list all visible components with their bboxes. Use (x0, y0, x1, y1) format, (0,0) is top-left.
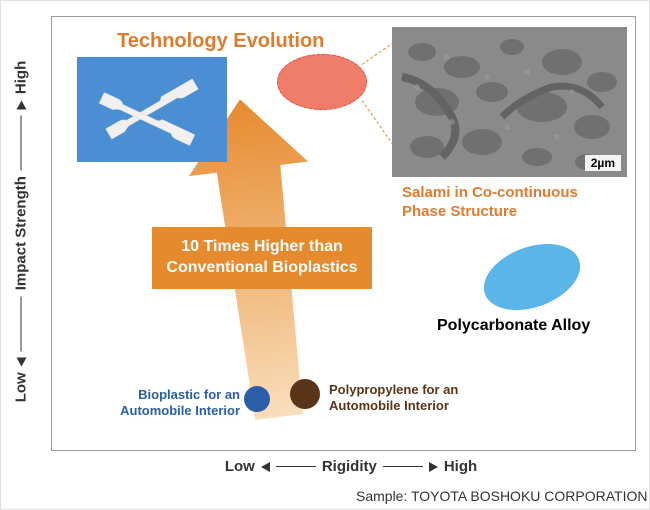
arrow-left-icon (16, 357, 26, 366)
sem-microstructure-image: 2µm (392, 27, 627, 177)
arrow-right-icon (16, 100, 26, 109)
tensile-sample-image (77, 57, 227, 162)
x-low: Low (225, 458, 255, 475)
y-axis-label: Low Impact Strength High (13, 22, 30, 442)
polypropylene-dot (290, 379, 320, 409)
bioplastic-line2: Automobile Interior (120, 403, 240, 418)
callout-10x: 10 Times Higher than Conventional Biopla… (152, 227, 372, 289)
phase-line2: Phase Structure (402, 203, 517, 220)
title-technology-evolution: Technology Evolution (117, 30, 324, 53)
x-axis-label: Low Rigidity High (201, 458, 501, 475)
polypropylene-label: Polypropylene for an Automobile Interior (329, 382, 458, 415)
bioplastic-dot (244, 386, 270, 412)
sem-scale-label: 2µm (585, 155, 621, 171)
phase-structure-label: Salami in Co-continuous Phase Structure (402, 184, 578, 222)
arrow-right-icon (429, 462, 438, 472)
bioplastic-label: Bioplastic for an Automobile Interior (80, 387, 240, 420)
axis-line (20, 115, 22, 170)
axis-line (20, 296, 22, 351)
polycarbonate-label: Polycarbonate Alloy (437, 317, 590, 335)
x-high: High (444, 458, 477, 475)
tech-evolution-ellipse (277, 54, 367, 110)
axis-line (276, 466, 316, 468)
pp-line2: Automobile Interior (329, 398, 449, 413)
callout-line2: Conventional Bioplastics (166, 259, 357, 276)
outer-frame: Technology Evolution (0, 0, 650, 510)
x-label-text: Rigidity (322, 458, 377, 475)
bioplastic-line1: Bioplastic for an (138, 387, 240, 402)
plot-area: Technology Evolution (51, 16, 636, 451)
credit-text: Sample: TOYOTA BOSHOKU CORPORATION (356, 488, 647, 504)
phase-line1: Salami in Co-continuous (402, 184, 578, 201)
arrow-left-icon (261, 462, 270, 472)
callout-line1: 10 Times Higher than (181, 238, 343, 255)
y-label-text: Impact Strength (13, 176, 30, 290)
y-low: Low (13, 372, 30, 402)
y-high: High (13, 61, 30, 94)
axis-line (383, 466, 423, 468)
pp-line1: Polypropylene for an (329, 382, 458, 397)
